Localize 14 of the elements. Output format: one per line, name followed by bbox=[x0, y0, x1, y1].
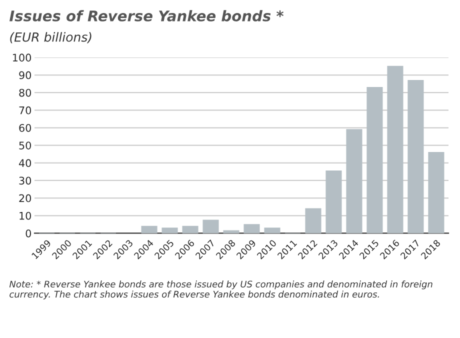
y-tick-label: 60 bbox=[19, 124, 32, 132]
y-tick-label: 70 bbox=[19, 106, 32, 114]
chart-subtitle: (EUR billions) bbox=[10, 32, 92, 44]
y-tick-label: 30 bbox=[19, 176, 32, 185]
chart-title: Issues of Reverse Yankee bonds * bbox=[10, 10, 284, 22]
y-tick-label: 80 bbox=[19, 88, 32, 97]
y-tick-label: 90 bbox=[19, 71, 32, 80]
y-tick-label: 50 bbox=[19, 142, 32, 150]
y-tick-label: 10 bbox=[20, 212, 32, 220]
text: Note: * Reverse Yankee bonds are those issued by US companies and denominated in foreign currency. The chart shows issues of Reverse Yankee bonds denominated in euros. bbox=[9, 280, 432, 300]
y-tick-label: 20 bbox=[19, 194, 32, 202]
y-tick-label: 100 bbox=[12, 54, 32, 62]
y-tick-label: 40 bbox=[18, 159, 32, 168]
y-tick-label: 0 bbox=[26, 229, 32, 238]
